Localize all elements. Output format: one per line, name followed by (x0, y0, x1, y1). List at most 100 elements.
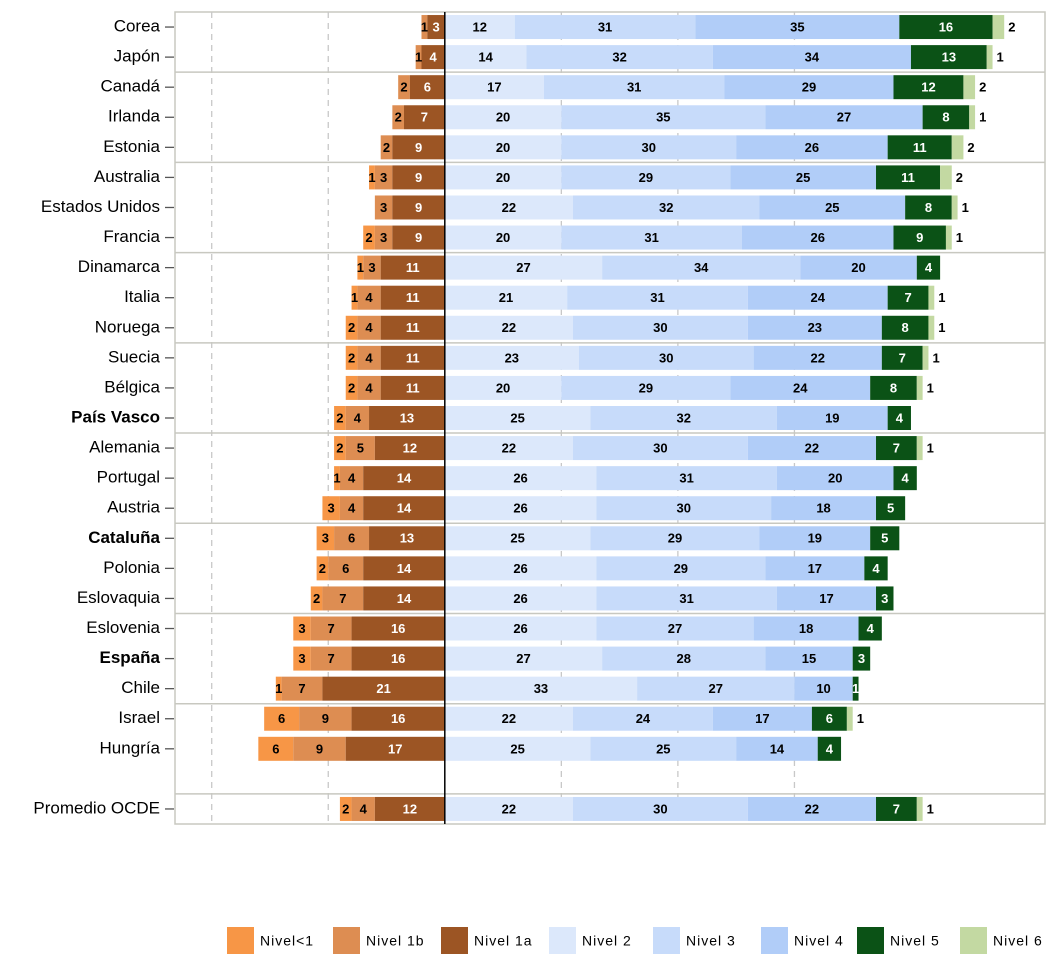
data-label: 33 (534, 681, 548, 696)
bar-segment (986, 45, 993, 70)
bar-segment (852, 646, 871, 671)
bar-segment (404, 105, 445, 130)
data-label: 1 (857, 711, 864, 726)
bar-segment (561, 225, 742, 250)
bar-segment (928, 315, 935, 340)
bar-segment (572, 706, 713, 731)
data-label: 7 (421, 110, 428, 125)
data-label: 7 (339, 591, 346, 606)
data-label: 20 (851, 260, 865, 275)
bar-segment (881, 315, 929, 340)
data-label: 4 (365, 350, 373, 365)
bar-segment (264, 706, 300, 731)
data-label: 1 (421, 19, 428, 34)
bar-segment (561, 135, 737, 160)
bar-segment (916, 796, 923, 821)
data-label: 29 (668, 531, 682, 546)
bar-segment (543, 75, 725, 100)
data-label: 4 (365, 380, 373, 395)
y-tick-label: Portugal (97, 468, 160, 487)
bar-segment (572, 195, 760, 220)
bar-segment (281, 676, 323, 701)
bar-segment (374, 195, 393, 220)
data-label: 7 (904, 290, 911, 305)
data-label: 2 (348, 350, 355, 365)
data-label: 14 (770, 741, 785, 756)
data-label: 27 (516, 651, 530, 666)
data-label: 7 (298, 681, 305, 696)
legend-label: Nivel<1 (260, 933, 314, 949)
data-label: 21 (499, 290, 513, 305)
data-label: 30 (653, 320, 667, 335)
bar-segment (922, 345, 929, 370)
data-label: 20 (496, 110, 510, 125)
data-label: 17 (487, 80, 501, 95)
data-label: 2 (967, 140, 974, 155)
data-label: 1 (275, 681, 282, 696)
bar-segment (444, 436, 573, 461)
data-label: 15 (802, 651, 816, 666)
bar-segment (380, 345, 445, 370)
bar-segment (444, 315, 573, 340)
bar-segment (602, 646, 766, 671)
data-label: 31 (627, 80, 641, 95)
bar-segment (776, 586, 877, 611)
bar-segment (730, 375, 871, 400)
bar-segment (363, 586, 445, 611)
y-tick-label: Australia (94, 167, 161, 186)
data-label: 26 (513, 501, 527, 516)
data-label: 1 (927, 441, 934, 456)
data-label: 4 (872, 561, 880, 576)
data-label: 2 (313, 591, 320, 606)
data-label: 12 (403, 441, 417, 456)
y-tick-label: Japón (114, 47, 160, 66)
legend-swatch (441, 927, 468, 954)
legend-swatch (960, 927, 987, 954)
bar-segment (753, 616, 859, 641)
legend-swatch (227, 927, 254, 954)
bar-segment (357, 375, 381, 400)
bar-segment (316, 526, 335, 551)
bar-segment (747, 436, 877, 461)
bar-segment (363, 556, 445, 581)
bar-segment (374, 225, 393, 250)
data-label: 6 (348, 531, 355, 546)
bar-segment (951, 195, 958, 220)
data-label: 2 (956, 170, 963, 185)
data-label: 1 (979, 110, 986, 125)
bar-segment (345, 375, 358, 400)
bar-segment (747, 285, 888, 310)
data-label: 14 (397, 501, 412, 516)
y-tick-label: País Vasco (71, 407, 160, 426)
bar-segment (293, 616, 311, 641)
data-label: 11 (406, 380, 420, 395)
bar-segment (596, 616, 754, 641)
data-label: 32 (612, 50, 626, 65)
data-label: 6 (278, 711, 285, 726)
data-label: 1 (357, 260, 364, 275)
data-label: 1 (938, 290, 945, 305)
data-label: 5 (887, 501, 894, 516)
bar-segment (596, 586, 777, 611)
bar-segment (444, 796, 573, 821)
data-label: 27 (668, 621, 682, 636)
bar-segment (876, 165, 941, 190)
bar-segment (870, 526, 900, 551)
data-label: 3 (380, 230, 387, 245)
data-label: 12 (921, 80, 935, 95)
bar-segment (596, 556, 766, 581)
y-tick-label: Italia (124, 287, 160, 306)
bar-segment (893, 466, 917, 491)
bar-segment (514, 15, 696, 40)
bar-segment (275, 676, 282, 701)
data-label: 5 (881, 531, 888, 546)
data-label: 1 (956, 230, 963, 245)
bar-segment (712, 706, 812, 731)
bar-segment (334, 526, 370, 551)
bar-segment (864, 556, 888, 581)
bar-segment (334, 406, 346, 430)
data-label: 2 (400, 80, 407, 95)
bar-segment (811, 706, 847, 731)
bar-segment (363, 466, 445, 491)
